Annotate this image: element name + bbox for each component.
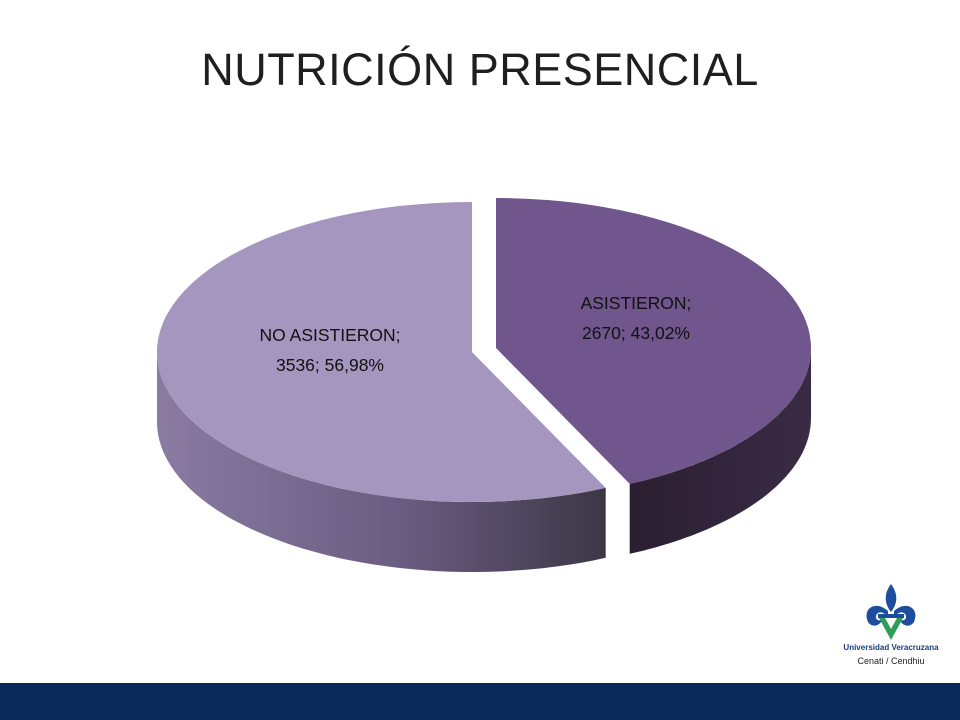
university-logo: Universidad Veracruzana Cenati / Cendhiu xyxy=(822,578,960,683)
label-no-asistieron-line2: 3536; 56,98% xyxy=(276,355,384,375)
label-asistieron-line2: 2670; 43,02% xyxy=(582,323,690,343)
slice-asistieron-top xyxy=(496,198,812,484)
slide-title: NUTRICIÓN PRESENCIAL xyxy=(201,44,759,95)
slice-asistieron xyxy=(496,198,812,554)
label-asistieron-line1: ASISTIERON; xyxy=(581,293,692,313)
slice-no-asistieron-side xyxy=(157,352,606,572)
label-no-asistieron-line1: NO ASISTIERON; xyxy=(260,325,401,345)
uv-fleur-de-lis-logo-icon xyxy=(866,584,916,640)
slice-no-asistieron xyxy=(157,201,606,572)
slice-no-asistieron-top xyxy=(157,201,606,502)
bottom-bar xyxy=(0,683,960,720)
logo-sub: Cenati / Cendhiu xyxy=(857,656,925,666)
pie-chart: NO ASISTIERON; 3536; 56,98% ASISTIERON; … xyxy=(157,198,812,572)
logo-name: Universidad Veracruzana xyxy=(843,643,939,652)
slice-asistieron-side xyxy=(629,348,811,554)
